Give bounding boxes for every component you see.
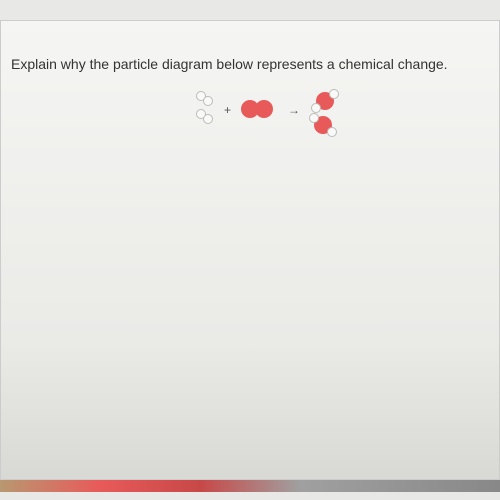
desk-edge (0, 480, 500, 492)
hydrogen-atom (311, 103, 321, 113)
hydrogen-atom (327, 127, 337, 137)
oxygen-atom (255, 100, 273, 118)
question-text: Explain why the particle diagram below r… (11, 56, 448, 72)
hydrogen-atom (203, 96, 213, 106)
hydrogen-atom (203, 114, 213, 124)
hydrogen-atom (309, 113, 319, 123)
particle-diagram: + → (196, 91, 396, 141)
plus-symbol: + (224, 103, 231, 117)
arrow-symbol: → (288, 103, 300, 117)
hydrogen-atom (329, 89, 339, 99)
worksheet-paper: Explain why the particle diagram below r… (0, 20, 500, 480)
